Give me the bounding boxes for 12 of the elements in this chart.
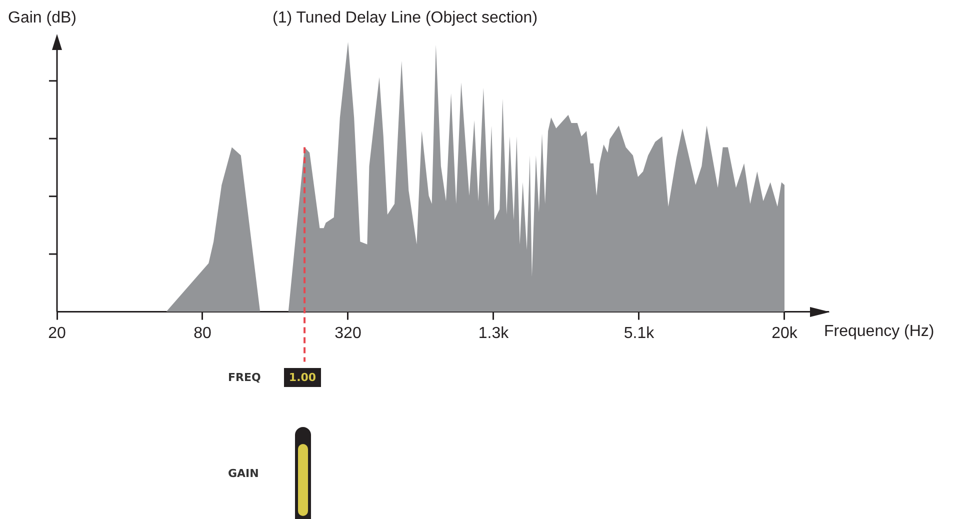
x-tick-label: 20 [48, 324, 66, 342]
x-tick-label: 1.3k [478, 324, 510, 342]
chart-title: (1) Tuned Delay Line (Object section) [272, 9, 538, 26]
x-tick-label: 20k [772, 324, 798, 342]
text: GAIN [228, 467, 259, 480]
x-tick-label: 80 [194, 324, 212, 342]
y-axis-title: Gain (dB) [8, 9, 76, 26]
x-axis-title: Frequency (Hz) [824, 323, 934, 340]
x-tick-label: 5.1k [624, 324, 656, 342]
text: 1.00 [284, 368, 321, 387]
text: FREQ [228, 371, 261, 384]
x-tick-label: 320 [334, 324, 362, 342]
